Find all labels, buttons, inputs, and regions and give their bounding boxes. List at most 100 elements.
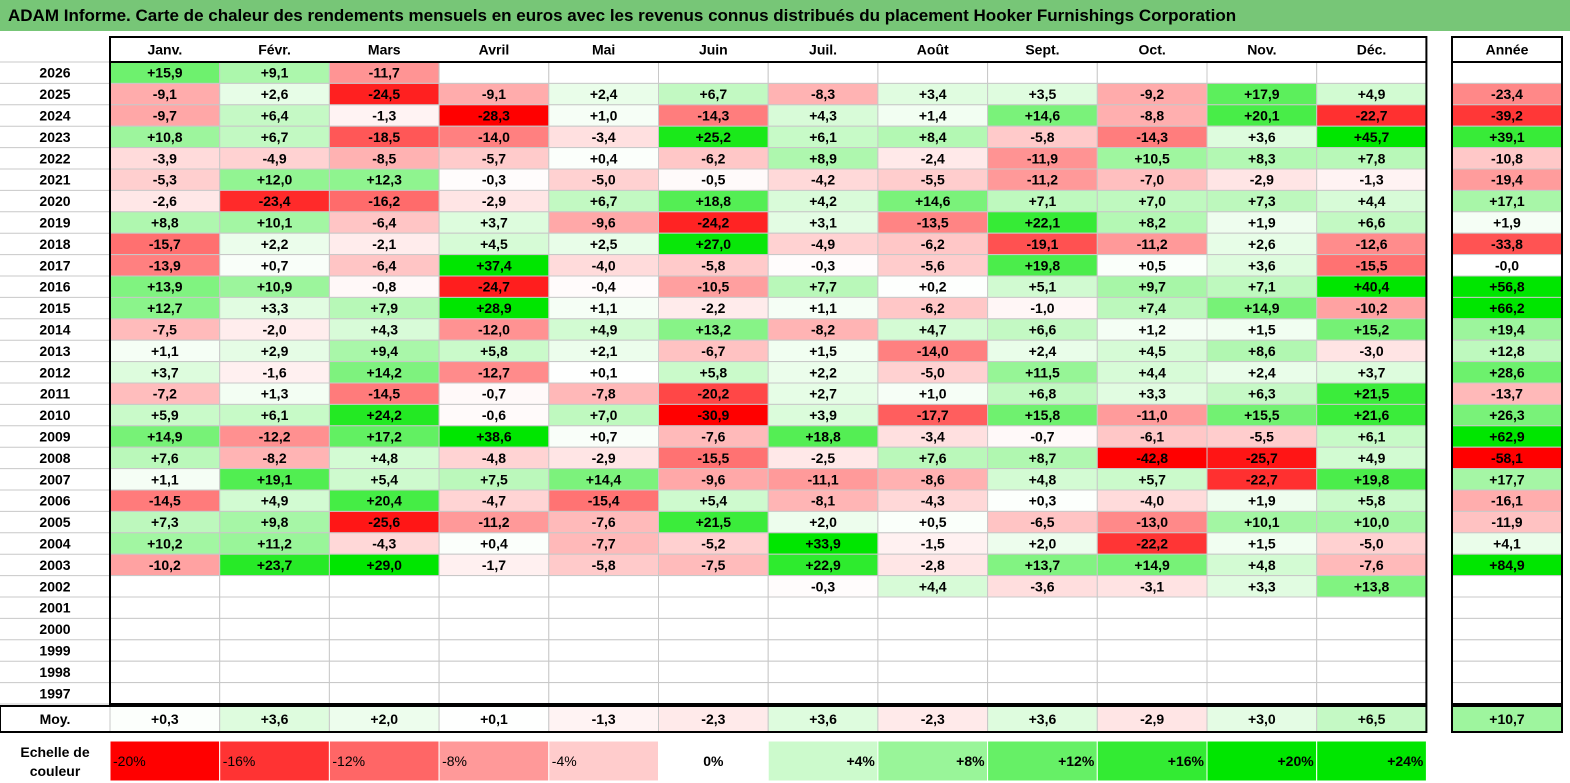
cell-value: +14,6 <box>1025 108 1061 124</box>
cell-value: +38,6 <box>476 429 512 445</box>
year-label: 2013 <box>39 343 70 359</box>
heatmap-cell <box>1096 639 1208 662</box>
cell-value: +12,3 <box>367 172 403 188</box>
heatmap-cell <box>877 596 989 619</box>
cell-value: +4,5 <box>480 236 508 252</box>
year-label: 2024 <box>39 108 70 124</box>
heatmap-cell <box>987 639 1098 662</box>
annual-header: Année <box>1486 42 1529 58</box>
cell-value: -11,1 <box>807 471 838 487</box>
heatmap-cell <box>767 61 879 84</box>
cell-value: +4,4 <box>1138 364 1166 380</box>
cell-value: +19,8 <box>1354 471 1390 487</box>
cell-value: -9,1 <box>482 86 506 102</box>
cell-value: +8,8 <box>151 215 179 231</box>
cell-value: +9,8 <box>261 514 289 530</box>
cell-value: -4,0 <box>592 257 616 273</box>
year-label: 2021 <box>39 172 70 188</box>
cell-value: +6,4 <box>261 108 289 124</box>
avg-value: +0,3 <box>151 711 179 727</box>
cell-value: -1,5 <box>921 536 945 552</box>
heatmap-cell <box>328 639 440 662</box>
avg-frame <box>0 705 1428 733</box>
cell-value: +2,6 <box>261 86 289 102</box>
cell-value: +13,7 <box>1025 557 1061 573</box>
cell-value: +11,2 <box>257 536 292 552</box>
cell-value: +9,4 <box>370 343 398 359</box>
cell-value: +2,1 <box>590 343 618 359</box>
cell-value: +7,4 <box>1138 300 1166 316</box>
cell-value: +4,8 <box>1248 557 1276 573</box>
cell-value: -20,2 <box>697 386 729 402</box>
cell-value: +5,1 <box>1029 279 1057 295</box>
scale-swatch <box>987 740 1098 782</box>
cell-value: +14,9 <box>1134 557 1170 573</box>
cell-value: +5,8 <box>700 364 728 380</box>
heatmap-cell <box>438 596 550 619</box>
cell-value: -12,6 <box>1356 236 1388 252</box>
cell-value: +5,8 <box>480 343 508 359</box>
cell-value: -0,7 <box>482 386 506 402</box>
cell-value: +1,1 <box>590 300 618 316</box>
scale-value: -4% <box>552 753 577 769</box>
heatmap-cell <box>548 575 659 598</box>
heatmap-cell <box>328 596 440 619</box>
avg-value: +3,6 <box>261 711 289 727</box>
year-label: 2010 <box>39 407 70 423</box>
cell-value: -0,4 <box>592 279 616 295</box>
cell-value: +45,7 <box>1354 129 1390 145</box>
cell-value: +10,1 <box>1244 514 1280 530</box>
cell-value: -15,5 <box>1356 257 1388 273</box>
cell-value: +12,0 <box>257 172 293 188</box>
cell-value: -0,5 <box>701 172 725 188</box>
cell-value: -14,3 <box>1136 129 1168 145</box>
cell-value: -2,1 <box>372 236 396 252</box>
scale-value: +20% <box>1277 753 1314 769</box>
cell-value: +4,9 <box>261 493 289 509</box>
cell-value: -22,7 <box>1356 108 1388 124</box>
avg-value: +3,6 <box>809 711 837 727</box>
cell-value: -14,0 <box>478 129 510 145</box>
cell-value: -0,6 <box>482 407 506 423</box>
heatmap-cell <box>658 660 769 684</box>
cell-value: -7,6 <box>701 429 725 445</box>
scale-value: +12% <box>1058 753 1095 769</box>
heatmap-cell <box>109 617 221 641</box>
cell-value: -7,8 <box>592 386 616 402</box>
avg-cell <box>767 705 879 733</box>
cell-value: +1,5 <box>809 343 837 359</box>
cell-value: -12,2 <box>259 429 291 445</box>
year-label: 1999 <box>39 643 70 659</box>
month-header: Févr. <box>258 42 291 58</box>
cell-value: +7,0 <box>590 407 618 423</box>
cell-value: -12,7 <box>478 364 510 380</box>
cell-value: +8,2 <box>1138 215 1166 231</box>
heatmap-cell <box>219 682 330 705</box>
heatmap-cell <box>767 596 879 619</box>
heatmap-cell <box>1096 682 1208 705</box>
cell-value: +7,5 <box>480 471 508 487</box>
cell-value: +6,7 <box>590 193 618 209</box>
month-header: Juil. <box>809 42 837 58</box>
annual-value: -23,4 <box>1491 86 1523 102</box>
cell-value: +14,9 <box>1244 300 1280 316</box>
year-label: 2012 <box>39 364 70 380</box>
cell-value: +3,9 <box>809 407 837 423</box>
annual-value: -16,1 <box>1491 493 1523 509</box>
cell-value: -0,3 <box>811 578 835 594</box>
heatmap-cell <box>438 660 550 684</box>
heatmap-cell <box>987 682 1098 705</box>
cell-value: -2,6 <box>153 193 177 209</box>
cell-value: +20,4 <box>367 493 403 509</box>
annual-value: -11,9 <box>1491 514 1522 530</box>
annual-value: -58,1 <box>1491 450 1523 466</box>
heatmap-cell <box>1316 660 1427 684</box>
cell-value: -6,2 <box>921 236 945 252</box>
cell-value: -2,9 <box>482 193 506 209</box>
heatmap-cell <box>877 639 989 662</box>
cell-value: -7,7 <box>592 536 616 552</box>
cell-value: +6,7 <box>700 86 728 102</box>
heatmap-cell <box>658 682 769 705</box>
heatmap-cell <box>1206 596 1318 619</box>
annual-value: -13,7 <box>1491 386 1523 402</box>
